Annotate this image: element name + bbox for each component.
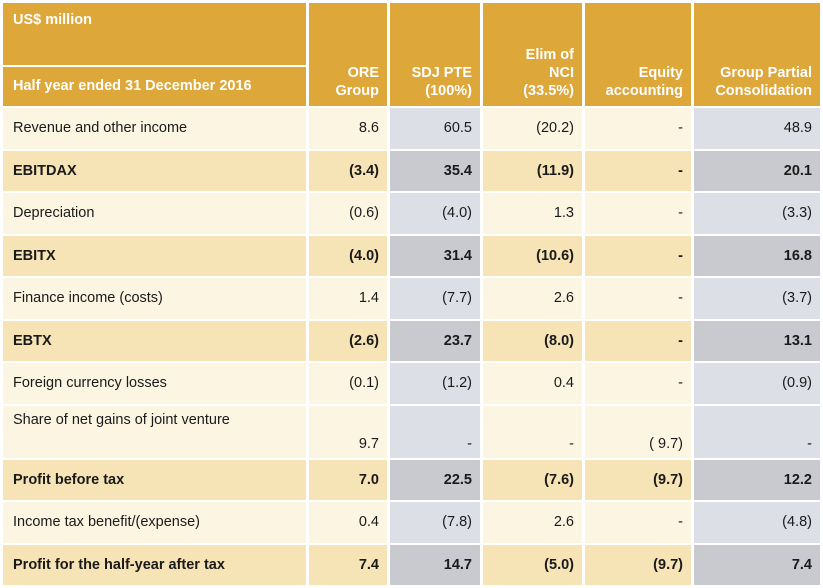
value-group-partial: (3.7) — [694, 278, 820, 319]
table-row: Revenue and other income 8.6 60.5 (20.2)… — [3, 108, 820, 149]
table-row: EBITDAX (3.4) 35.4 (11.9) - 20.1 — [3, 150, 820, 191]
value-equity-accounting: - — [585, 278, 691, 319]
table-row: Profit before tax 7.0 22.5 (7.6) (9.7) 1… — [3, 459, 820, 500]
value-elim-nci: 0.4 — [483, 363, 582, 404]
col-header-group-partial-consolidation: Group Partial Consolidation — [694, 3, 820, 106]
period-label: Half year ended 31 December 2016 — [3, 67, 306, 106]
row-label: Finance income (costs) — [3, 278, 306, 319]
row-label: Foreign currency losses — [3, 363, 306, 404]
value-ore-group: 9.7 — [309, 405, 387, 458]
row-label: Profit before tax — [3, 459, 306, 500]
value-elim-nci: (7.6) — [483, 459, 582, 500]
value-sdj-pte: (7.8) — [390, 502, 480, 543]
table-row: Share of net gains of joint venture 9.7 … — [3, 405, 820, 458]
value-ore-group: 0.4 — [309, 502, 387, 543]
value-sdj-pte: 35.4 — [390, 150, 480, 191]
value-sdj-pte: 60.5 — [390, 108, 480, 149]
row-label: EBTX — [3, 320, 306, 361]
table-row: Depreciation (0.6) (4.0) 1.3 - (3.3) — [3, 193, 820, 234]
col-header-elim-nci: Elim of NCI (33.5%) — [483, 3, 582, 106]
value-group-partial: (3.3) — [694, 193, 820, 234]
table-row: EBITX (4.0) 31.4 (10.6) - 16.8 — [3, 235, 820, 276]
value-elim-nci: 2.6 — [483, 278, 582, 319]
value-elim-nci: (10.6) — [483, 235, 582, 276]
value-sdj-pte: 31.4 — [390, 235, 480, 276]
table-row: Foreign currency losses (0.1) (1.2) 0.4 … — [3, 363, 820, 404]
table-header: US$ million Half year ended 31 December … — [3, 3, 820, 106]
value-elim-nci: - — [483, 405, 582, 458]
value-equity-accounting: (9.7) — [585, 544, 691, 585]
table-row: Finance income (costs) 1.4 (7.7) 2.6 - (… — [3, 278, 820, 319]
col-header-sdj-pte: SDJ PTE (100%) — [390, 3, 480, 106]
value-equity-accounting: ( 9.7) — [585, 405, 691, 458]
value-elim-nci: 1.3 — [483, 193, 582, 234]
row-label: EBITDAX — [3, 150, 306, 191]
value-group-partial: - — [694, 405, 820, 458]
value-sdj-pte: 22.5 — [390, 459, 480, 500]
row-label: Depreciation — [3, 193, 306, 234]
col-header-equity-accounting: Equity accounting — [585, 3, 691, 106]
value-elim-nci: (20.2) — [483, 108, 582, 149]
value-equity-accounting: - — [585, 193, 691, 234]
currency-label: US$ million — [3, 3, 306, 65]
value-elim-nci: 2.6 — [483, 502, 582, 543]
value-group-partial: (0.9) — [694, 363, 820, 404]
value-group-partial: (4.8) — [694, 502, 820, 543]
value-ore-group: 1.4 — [309, 278, 387, 319]
row-label: Revenue and other income — [3, 108, 306, 149]
value-sdj-pte: (7.7) — [390, 278, 480, 319]
income-table: US$ million Half year ended 31 December … — [3, 3, 820, 585]
value-equity-accounting: - — [585, 235, 691, 276]
value-equity-accounting: - — [585, 363, 691, 404]
table-row: Income tax benefit/(expense) 0.4 (7.8) 2… — [3, 502, 820, 543]
value-sdj-pte: 14.7 — [390, 544, 480, 585]
value-sdj-pte: 23.7 — [390, 320, 480, 361]
row-label: Profit for the half-year after tax — [3, 544, 306, 585]
value-sdj-pte: (1.2) — [390, 363, 480, 404]
value-elim-nci: (8.0) — [483, 320, 582, 361]
value-ore-group: (0.1) — [309, 363, 387, 404]
table-row: EBTX (2.6) 23.7 (8.0) - 13.1 — [3, 320, 820, 361]
col-header-ore-group: ORE Group — [309, 3, 387, 106]
value-equity-accounting: - — [585, 320, 691, 361]
table-row: Profit for the half-year after tax 7.4 1… — [3, 544, 820, 585]
row-label: Share of net gains of joint venture — [3, 405, 306, 458]
value-group-partial: 12.2 — [694, 459, 820, 500]
value-ore-group: (2.6) — [309, 320, 387, 361]
value-sdj-pte: (4.0) — [390, 193, 480, 234]
value-ore-group: 8.6 — [309, 108, 387, 149]
value-equity-accounting: - — [585, 108, 691, 149]
value-equity-accounting: - — [585, 502, 691, 543]
value-group-partial: 48.9 — [694, 108, 820, 149]
value-ore-group: 7.4 — [309, 544, 387, 585]
value-equity-accounting: - — [585, 150, 691, 191]
value-group-partial: 20.1 — [694, 150, 820, 191]
value-ore-group: (4.0) — [309, 235, 387, 276]
value-ore-group: (3.4) — [309, 150, 387, 191]
value-sdj-pte: - — [390, 405, 480, 458]
value-group-partial: 13.1 — [694, 320, 820, 361]
value-equity-accounting: (9.7) — [585, 459, 691, 500]
header-divider — [3, 65, 306, 67]
value-elim-nci: (11.9) — [483, 150, 582, 191]
row-label: EBITX — [3, 235, 306, 276]
value-ore-group: 7.0 — [309, 459, 387, 500]
row-label: Income tax benefit/(expense) — [3, 502, 306, 543]
value-ore-group: (0.6) — [309, 193, 387, 234]
value-elim-nci: (5.0) — [483, 544, 582, 585]
value-group-partial: 7.4 — [694, 544, 820, 585]
value-group-partial: 16.8 — [694, 235, 820, 276]
